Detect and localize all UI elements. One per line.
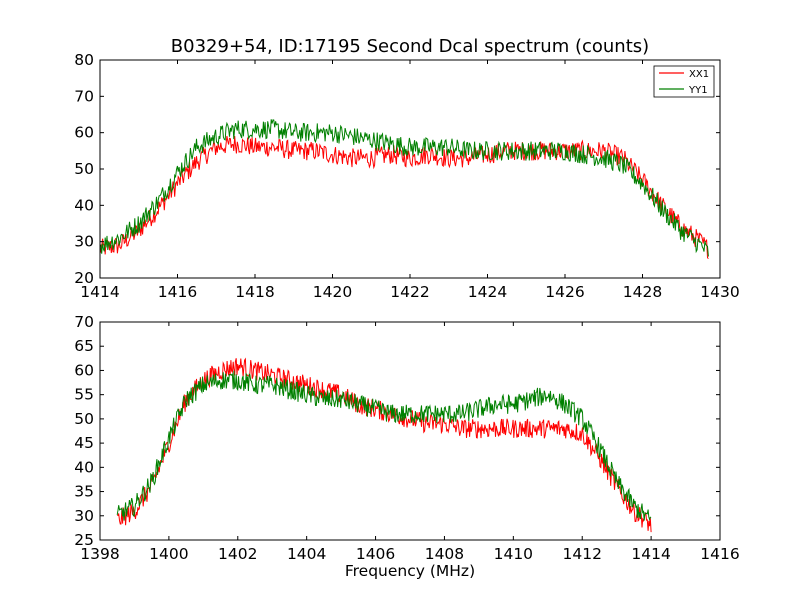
bottom-panel-axes: 1398 1400 1402 1404 1406 1408 1410 1412 1414 1416…	[74, 313, 739, 563]
series-line-yy1	[116, 370, 652, 522]
y-tick-label: 45	[74, 434, 94, 452]
y-tick-label: 20	[74, 269, 94, 287]
y-tick-label: 25	[74, 531, 94, 549]
y-tick-label: 80	[74, 51, 94, 69]
y-tick-label: 65	[74, 337, 94, 355]
x-tick-label: 1400	[149, 545, 188, 563]
legend-box	[653, 65, 715, 98]
x-tick-label: 1402	[218, 545, 257, 563]
bottom-panel: 1398 1400 1402 1404 1406 1408 1410 1412 1414 1416…	[74, 313, 739, 580]
y-tick-label: 60	[74, 361, 94, 379]
legend-label-yy1: YY1	[688, 85, 708, 96]
x-tick-label: 1408	[425, 545, 464, 563]
y-tick-label: 40	[74, 196, 94, 214]
y-tick-label: 70	[74, 313, 94, 331]
top-panel-axes: 1414 1416 1418 1420 1422 1424 1426 1428 1430 20 30…	[74, 51, 739, 301]
x-tick-label: 1412	[562, 545, 601, 563]
x-tick-label: 1416	[158, 283, 197, 301]
x-tick-label: 1424	[468, 283, 507, 301]
y-tick-label: 50	[74, 410, 94, 428]
x-tick-label: 1430	[700, 283, 739, 301]
x-tick-label: 1414	[631, 545, 670, 563]
x-tick-label: 1398	[80, 545, 119, 563]
y-tick-label: 30	[74, 507, 94, 525]
chart-title: B0329+54, ID:17195 Second Dcal spectrum …	[171, 36, 649, 57]
x-tick-label: 1410	[494, 545, 533, 563]
top-panel: B0329+54, ID:17195 Second Dcal spectrum …	[74, 36, 739, 301]
x-tick-label: 1414	[80, 283, 119, 301]
top-panel-series	[100, 119, 709, 260]
y-tick-label: 70	[74, 87, 94, 105]
y-tick-label: 40	[74, 458, 94, 476]
y-tick-label: 30	[74, 233, 94, 251]
y-tick-label: 35	[74, 483, 94, 501]
x-tick-label: 1422	[390, 283, 429, 301]
plot-frame	[99, 321, 721, 541]
y-tick-label: 55	[74, 386, 94, 404]
x-tick-label: 1428	[623, 283, 662, 301]
y-tick-label: 60	[74, 124, 94, 142]
x-tick-label: 1418	[235, 283, 274, 301]
x-tick-label: 1416	[700, 545, 739, 563]
legend-label-xx1: XX1	[689, 69, 709, 80]
series-line-yy1	[100, 119, 709, 257]
bottom-panel-series	[116, 357, 652, 533]
y-tick-label: 50	[74, 160, 94, 178]
legend: XX1 YY1	[653, 65, 715, 98]
x-axis-label: Frequency (MHz)	[345, 562, 475, 580]
x-tick-label: 1426	[545, 283, 584, 301]
x-tick-label: 1404	[287, 545, 326, 563]
x-tick-label: 1420	[313, 283, 352, 301]
x-tick-label: 1406	[356, 545, 395, 563]
